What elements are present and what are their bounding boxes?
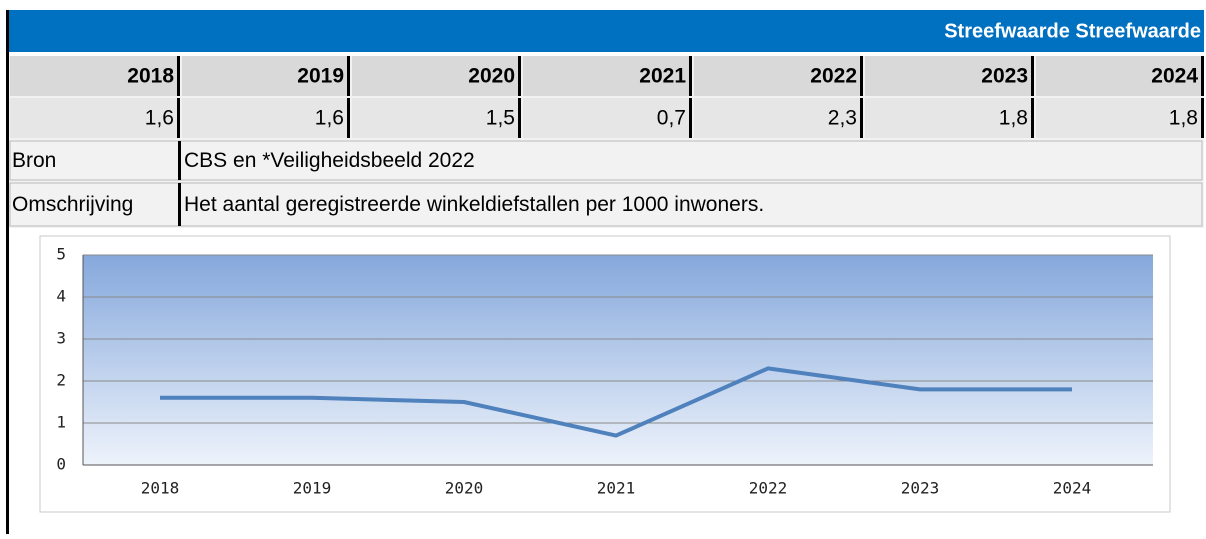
cell-border bbox=[178, 141, 181, 180]
table-cell bbox=[523, 98, 690, 138]
year-header: 2018 bbox=[127, 65, 174, 88]
cell-border bbox=[689, 98, 692, 138]
y-tick-label: 0 bbox=[56, 455, 66, 474]
year-header: 2019 bbox=[297, 65, 344, 88]
cell-border bbox=[177, 56, 180, 96]
y-tick-label: 2 bbox=[56, 371, 66, 390]
row-text: Het aantal geregistreerde winkeldiefstal… bbox=[184, 193, 764, 216]
table-cell bbox=[182, 56, 348, 96]
table-cell bbox=[865, 56, 1032, 96]
x-tick-label: 2023 bbox=[901, 479, 940, 498]
year-header: 2021 bbox=[639, 65, 686, 88]
table-cell bbox=[694, 98, 861, 138]
header-bar bbox=[8, 10, 1204, 52]
table-cell bbox=[1036, 98, 1202, 138]
y-tick-label: 3 bbox=[56, 329, 66, 348]
table-cell bbox=[352, 98, 519, 138]
left-border bbox=[6, 10, 9, 534]
table-cell bbox=[694, 56, 861, 96]
table-cell bbox=[352, 56, 519, 96]
x-tick-label: 2019 bbox=[293, 479, 332, 498]
year-header: 2020 bbox=[468, 65, 515, 88]
cell-border bbox=[860, 56, 863, 96]
cell-border bbox=[1031, 56, 1034, 96]
value-cell: 1,6 bbox=[315, 107, 344, 130]
line-series bbox=[160, 366, 1072, 438]
row-label: Omschrijving bbox=[12, 193, 133, 216]
table-cell bbox=[865, 98, 1032, 138]
table-row bbox=[9, 140, 1203, 181]
cell-border bbox=[1201, 98, 1204, 138]
y-tick-label: 5 bbox=[56, 245, 66, 264]
x-tick-label: 2022 bbox=[749, 479, 788, 498]
cell-border bbox=[518, 56, 521, 96]
table-cell bbox=[10, 56, 178, 96]
x-tick-label: 2021 bbox=[597, 479, 636, 498]
value-cell: 1,8 bbox=[1169, 107, 1198, 130]
x-tick-label: 2024 bbox=[1053, 479, 1092, 498]
table-cell bbox=[523, 56, 690, 96]
value-cell: 1,8 bbox=[999, 107, 1028, 130]
value-cell: 1,6 bbox=[145, 107, 174, 130]
year-header: 2022 bbox=[810, 65, 857, 88]
value-cell: 0,7 bbox=[657, 107, 686, 130]
table-cell bbox=[182, 98, 348, 138]
table-cell bbox=[10, 98, 178, 138]
row-text: CBS en *Veiligheidsbeeld 2022 bbox=[184, 149, 475, 172]
x-tick-label: 2018 bbox=[141, 479, 180, 498]
cell-border bbox=[860, 98, 863, 138]
row-label: Bron bbox=[12, 149, 56, 172]
cell-border bbox=[177, 98, 180, 138]
cell-border bbox=[689, 56, 692, 96]
plot-area bbox=[83, 255, 1153, 465]
cell-border bbox=[518, 98, 521, 138]
cell-border bbox=[1031, 98, 1034, 138]
year-header: 2024 bbox=[1151, 65, 1198, 88]
x-tick-label: 2020 bbox=[445, 479, 484, 498]
value-cell: 1,5 bbox=[486, 107, 515, 130]
cell-border bbox=[178, 183, 181, 226]
table-cell bbox=[1036, 56, 1202, 96]
cell-border bbox=[347, 56, 350, 96]
y-tick-label: 4 bbox=[56, 287, 66, 306]
cell-border bbox=[347, 98, 350, 138]
y-tick-label: 1 bbox=[56, 413, 66, 432]
table-row bbox=[9, 182, 1203, 227]
year-header: 2023 bbox=[981, 65, 1028, 88]
value-cell: 2,3 bbox=[828, 107, 857, 130]
header-title: Streefwaarde Streefwaarde bbox=[944, 20, 1201, 42]
cell-border bbox=[1201, 56, 1204, 96]
